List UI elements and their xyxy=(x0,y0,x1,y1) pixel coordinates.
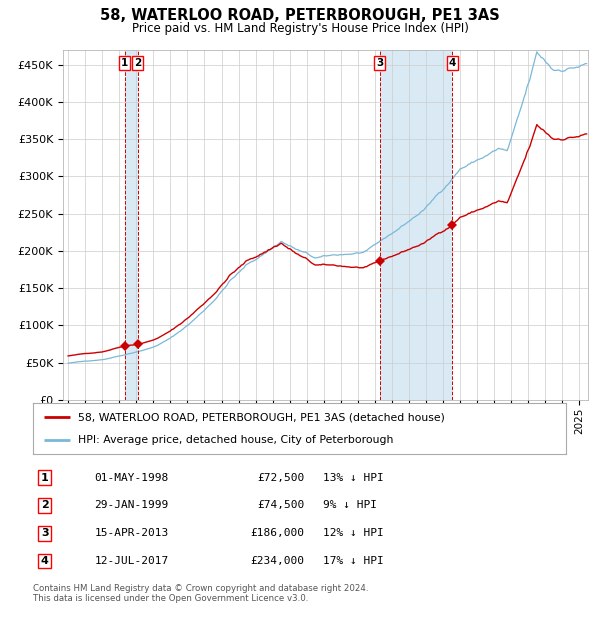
Text: 4: 4 xyxy=(449,58,456,68)
Text: £186,000: £186,000 xyxy=(251,528,305,538)
Text: £74,500: £74,500 xyxy=(257,500,305,510)
Text: 12-JUL-2017: 12-JUL-2017 xyxy=(94,556,169,566)
Bar xyxy=(380,50,452,400)
Text: 1: 1 xyxy=(121,58,128,68)
Text: 58, WATERLOO ROAD, PETERBOROUGH, PE1 3AS: 58, WATERLOO ROAD, PETERBOROUGH, PE1 3AS xyxy=(100,7,500,23)
Text: £72,500: £72,500 xyxy=(257,472,305,482)
Text: 4: 4 xyxy=(41,556,49,566)
Text: 15-APR-2013: 15-APR-2013 xyxy=(94,528,169,538)
Text: Contains HM Land Registry data © Crown copyright and database right 2024.
This d: Contains HM Land Registry data © Crown c… xyxy=(33,584,368,603)
Text: 12% ↓ HPI: 12% ↓ HPI xyxy=(323,528,384,538)
Text: 1: 1 xyxy=(41,472,49,482)
Text: 58, WATERLOO ROAD, PETERBOROUGH, PE1 3AS (detached house): 58, WATERLOO ROAD, PETERBOROUGH, PE1 3AS… xyxy=(78,412,445,422)
Text: Price paid vs. HM Land Registry's House Price Index (HPI): Price paid vs. HM Land Registry's House … xyxy=(131,22,469,35)
Text: 9% ↓ HPI: 9% ↓ HPI xyxy=(323,500,377,510)
Text: 17% ↓ HPI: 17% ↓ HPI xyxy=(323,556,384,566)
Bar xyxy=(125,50,137,400)
Text: 13% ↓ HPI: 13% ↓ HPI xyxy=(323,472,384,482)
Text: 2: 2 xyxy=(41,500,49,510)
Text: HPI: Average price, detached house, City of Peterborough: HPI: Average price, detached house, City… xyxy=(78,435,394,445)
Text: 3: 3 xyxy=(376,58,383,68)
Text: 29-JAN-1999: 29-JAN-1999 xyxy=(94,500,169,510)
Text: 3: 3 xyxy=(41,528,49,538)
Text: 2: 2 xyxy=(134,58,141,68)
Text: 01-MAY-1998: 01-MAY-1998 xyxy=(94,472,169,482)
Text: £234,000: £234,000 xyxy=(251,556,305,566)
